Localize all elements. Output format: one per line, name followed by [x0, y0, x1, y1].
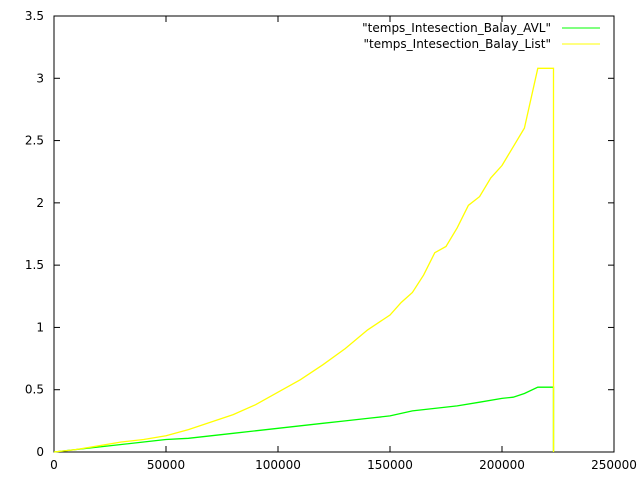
series-line-list [53, 67, 555, 453]
y-tick-label: 0.5 [25, 383, 44, 397]
axis-ticks: 0 50000 100000 150000 200000 250000 0 0.5 1 1.5 2 2… [25, 9, 637, 472]
y-tick-label: 3.5 [25, 9, 44, 23]
plot-frame [53, 15, 615, 453]
y-tick-label: 3 [36, 71, 44, 85]
x-tick-label: 0 [50, 458, 58, 472]
x-tick-label: 250000 [591, 458, 637, 472]
legend-label-list: "temps_Intesection_Balay_List" [364, 37, 552, 51]
x-tick-label: 200000 [479, 458, 525, 472]
legend-label-avl: "temps_Intesection_Balay_AVL" [362, 21, 551, 35]
x-tick-label: 50000 [147, 458, 185, 472]
legend: "temps_Intesection_Balay_AVL" "temps_Int… [362, 21, 600, 51]
series-line-avl [53, 386, 555, 453]
y-tick-label: 0 [36, 445, 44, 459]
y-tick-label: 2.5 [25, 134, 44, 148]
series-layer [53, 67, 555, 453]
y-tick-label: 2 [36, 196, 44, 210]
y-tick-label: 1.5 [25, 258, 44, 272]
x-tick-label: 150000 [367, 458, 413, 472]
x-tick-label: 100000 [255, 458, 301, 472]
y-tick-label: 1 [36, 320, 44, 334]
